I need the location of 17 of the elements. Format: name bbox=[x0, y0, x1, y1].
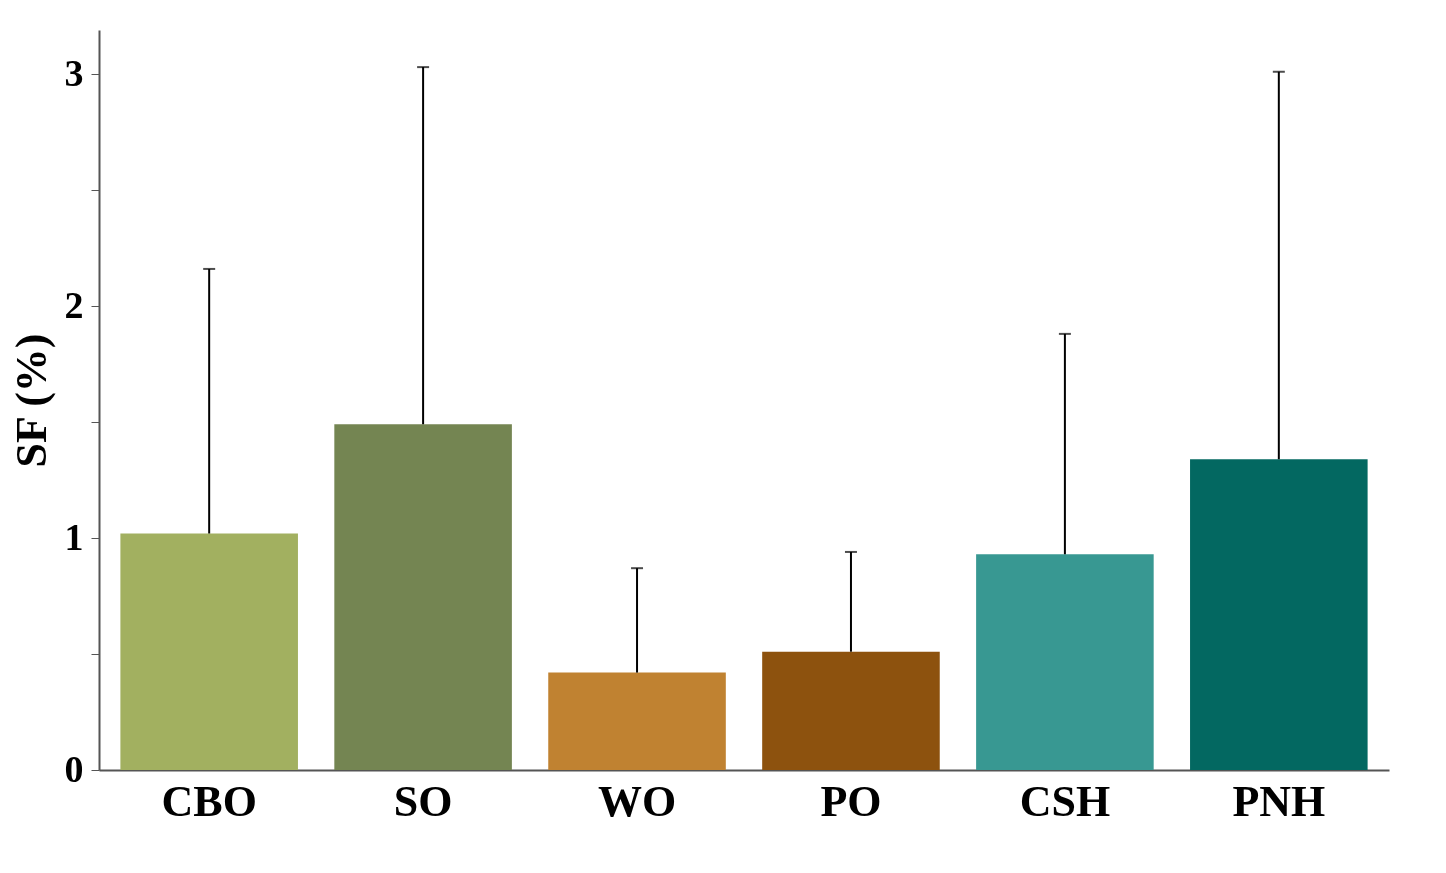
bar bbox=[548, 672, 726, 770]
x-tick-label: SO bbox=[393, 776, 453, 826]
y-tick-label: 1 bbox=[64, 515, 84, 558]
bar bbox=[1190, 459, 1368, 770]
bar bbox=[762, 651, 940, 770]
y-tick-label: 0 bbox=[64, 747, 84, 790]
bar bbox=[334, 424, 512, 770]
x-tick-label: CSH bbox=[1019, 776, 1111, 826]
y-tick-label: 3 bbox=[64, 51, 84, 94]
bar bbox=[976, 554, 1154, 770]
y-tick-label: 2 bbox=[64, 283, 84, 326]
bar bbox=[120, 533, 298, 770]
x-tick-label: CBO bbox=[161, 776, 257, 826]
y-axis-title: SF (%) bbox=[6, 333, 56, 468]
x-tick-label: WO bbox=[597, 776, 677, 826]
x-tick-label: PO bbox=[820, 776, 882, 826]
x-tick-label: PNH bbox=[1232, 776, 1326, 826]
